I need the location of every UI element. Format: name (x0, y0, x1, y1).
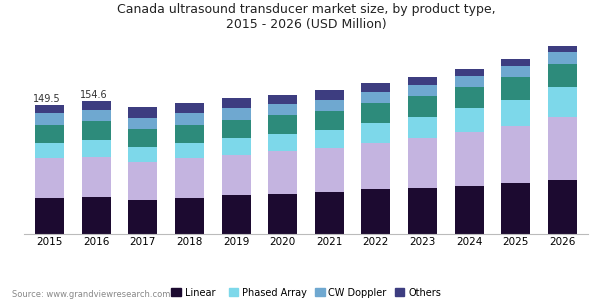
Bar (361, 123, 391, 143)
Bar (455, 76, 484, 87)
Bar (35, 158, 64, 198)
Bar (361, 189, 391, 234)
Bar (502, 100, 530, 126)
Bar (548, 64, 577, 87)
Text: Source: www.grandviewresearch.com: Source: www.grandviewresearch.com (12, 290, 170, 299)
Bar (175, 125, 204, 143)
Bar (455, 132, 484, 186)
Bar (408, 188, 437, 234)
Bar (502, 59, 530, 66)
Bar (175, 143, 204, 158)
Bar (502, 126, 530, 183)
Bar (548, 117, 577, 180)
Bar (82, 140, 110, 157)
Bar (315, 111, 344, 130)
Bar (361, 103, 391, 123)
Bar (268, 94, 297, 104)
Bar (408, 138, 437, 188)
Bar (82, 101, 110, 110)
Bar (221, 119, 251, 138)
Bar (268, 134, 297, 152)
Bar (175, 103, 204, 113)
Bar (268, 152, 297, 194)
Bar (128, 106, 157, 118)
Bar (455, 87, 484, 108)
Bar (548, 52, 577, 64)
Bar (502, 77, 530, 100)
Bar (361, 83, 391, 92)
Bar (502, 183, 530, 234)
Legend: Linear, Convex, Phased Array, Endocavitary, CW Doppler, Others: Linear, Convex, Phased Array, Endocavita… (167, 284, 445, 300)
Bar (315, 148, 344, 192)
Bar (221, 155, 251, 195)
Bar (548, 87, 577, 117)
Bar (268, 194, 297, 234)
Bar (408, 85, 437, 96)
Bar (408, 117, 437, 138)
Bar (268, 115, 297, 134)
Bar (221, 98, 251, 108)
Bar (82, 110, 110, 121)
Bar (35, 198, 64, 234)
Bar (455, 186, 484, 234)
Bar (221, 108, 251, 119)
Title: Canada ultrasound transducer market size, by product type,
2015 - 2026 (USD Mill: Canada ultrasound transducer market size… (116, 3, 496, 31)
Bar (315, 192, 344, 234)
Bar (128, 147, 157, 162)
Bar (221, 138, 251, 155)
Bar (502, 66, 530, 77)
Bar (548, 180, 577, 234)
Bar (315, 130, 344, 148)
Bar (455, 108, 484, 132)
Text: 149.5: 149.5 (34, 94, 61, 104)
Bar (128, 162, 157, 200)
Bar (82, 121, 110, 140)
Bar (128, 129, 157, 147)
Bar (35, 143, 64, 158)
Bar (315, 100, 344, 111)
Bar (268, 104, 297, 115)
Bar (408, 77, 437, 85)
Bar (35, 105, 64, 113)
Bar (128, 118, 157, 129)
Bar (408, 96, 437, 117)
Bar (548, 46, 577, 52)
Bar (82, 197, 110, 234)
Bar (221, 195, 251, 234)
Bar (35, 113, 64, 125)
Bar (175, 198, 204, 234)
Bar (175, 158, 204, 198)
Bar (315, 90, 344, 100)
Bar (35, 125, 64, 143)
Bar (361, 143, 391, 189)
Text: 154.6: 154.6 (80, 90, 107, 100)
Bar (455, 69, 484, 76)
Bar (361, 92, 391, 103)
Bar (175, 113, 204, 125)
Bar (128, 200, 157, 234)
Bar (82, 157, 110, 197)
